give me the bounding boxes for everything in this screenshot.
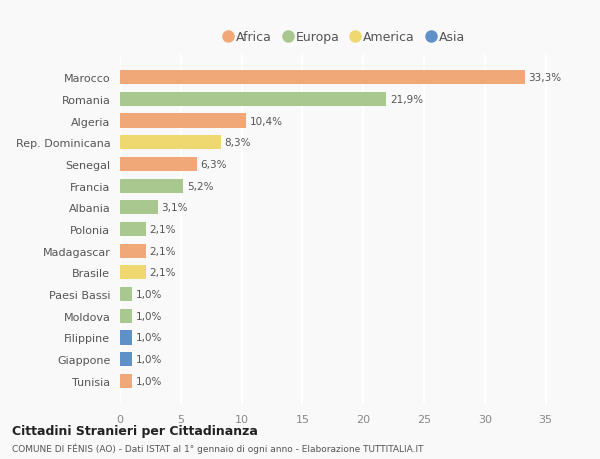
Text: 3,1%: 3,1% <box>161 203 188 213</box>
Text: 1,0%: 1,0% <box>136 290 162 299</box>
Bar <box>120 136 221 150</box>
Text: 2,1%: 2,1% <box>149 224 176 235</box>
Legend: Africa, Europa, America, Asia: Africa, Europa, America, Asia <box>220 27 470 50</box>
Text: COMUNE DI FÉNIS (AO) - Dati ISTAT al 1° gennaio di ogni anno - Elaborazione TUTT: COMUNE DI FÉNIS (AO) - Dati ISTAT al 1° … <box>12 442 424 453</box>
Text: 10,4%: 10,4% <box>250 116 283 126</box>
Text: 1,0%: 1,0% <box>136 333 162 343</box>
Bar <box>120 179 183 193</box>
Bar <box>120 223 146 236</box>
Text: 8,3%: 8,3% <box>224 138 251 148</box>
Bar <box>120 114 247 129</box>
Text: 5,2%: 5,2% <box>187 181 214 191</box>
Bar <box>120 330 132 345</box>
Text: 33,3%: 33,3% <box>529 73 562 83</box>
Text: 1,0%: 1,0% <box>136 311 162 321</box>
Bar <box>120 266 146 280</box>
Text: 1,0%: 1,0% <box>136 376 162 386</box>
Bar <box>120 93 386 106</box>
Text: 1,0%: 1,0% <box>136 354 162 364</box>
Bar <box>120 201 158 215</box>
Text: 21,9%: 21,9% <box>390 95 423 105</box>
Bar <box>120 309 132 323</box>
Bar <box>120 287 132 302</box>
Text: 2,1%: 2,1% <box>149 246 176 256</box>
Bar <box>120 71 525 85</box>
Text: 2,1%: 2,1% <box>149 268 176 278</box>
Bar <box>120 244 146 258</box>
Bar <box>120 157 197 172</box>
Text: 6,3%: 6,3% <box>200 160 227 169</box>
Text: Cittadini Stranieri per Cittadinanza: Cittadini Stranieri per Cittadinanza <box>12 424 258 437</box>
Bar <box>120 374 132 388</box>
Bar <box>120 353 132 366</box>
